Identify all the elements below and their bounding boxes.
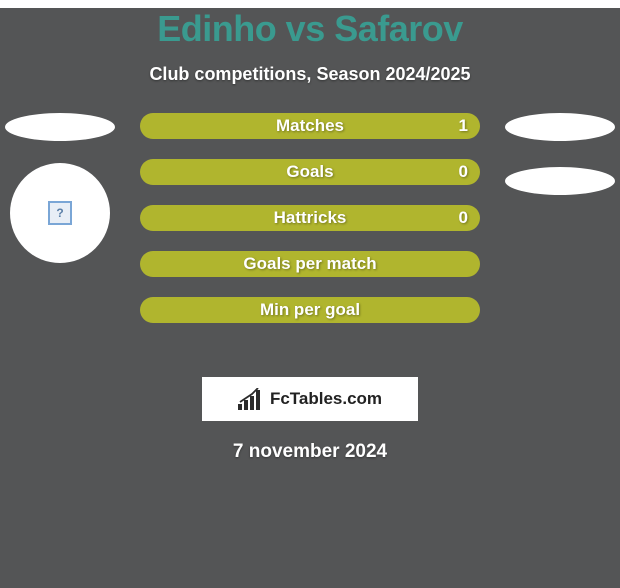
stat-bars: Matches 1 Goals 0 Hattricks 0 Goals per … — [140, 113, 480, 343]
stat-label: Goals per match — [243, 254, 376, 274]
left-player-column — [0, 113, 120, 263]
stat-label: Hattricks — [274, 208, 347, 228]
stat-label: Goals — [286, 162, 333, 182]
left-player-name-ellipse — [5, 113, 115, 141]
brand-badge: FcTables.com — [202, 377, 418, 421]
left-player-avatar — [10, 163, 110, 263]
placeholder-icon — [48, 201, 72, 225]
page-title: Edinho vs Safarov — [0, 8, 620, 50]
brand-text: FcTables.com — [270, 389, 382, 409]
right-player-name-ellipse-1 — [505, 113, 615, 141]
stat-bar-goals-per-match: Goals per match — [140, 251, 480, 277]
stat-value-right: 0 — [459, 208, 468, 228]
stat-value-right: 1 — [459, 116, 468, 136]
right-player-column — [500, 113, 620, 195]
stat-bar-matches: Matches 1 — [140, 113, 480, 139]
stat-label: Min per goal — [260, 300, 360, 320]
infographic-container: Edinho vs Safarov Club competitions, Sea… — [0, 8, 620, 588]
stat-value-right: 0 — [459, 162, 468, 182]
right-player-name-ellipse-2 — [505, 167, 615, 195]
stat-bar-min-per-goal: Min per goal — [140, 297, 480, 323]
stat-bar-hattricks: Hattricks 0 — [140, 205, 480, 231]
bars-icon — [238, 388, 264, 410]
stat-bar-goals: Goals 0 — [140, 159, 480, 185]
stat-label: Matches — [276, 116, 344, 136]
date-text: 7 november 2024 — [0, 441, 620, 463]
stats-area: Matches 1 Goals 0 Hattricks 0 Goals per … — [0, 113, 620, 353]
subtitle: Club competitions, Season 2024/2025 — [0, 64, 620, 85]
